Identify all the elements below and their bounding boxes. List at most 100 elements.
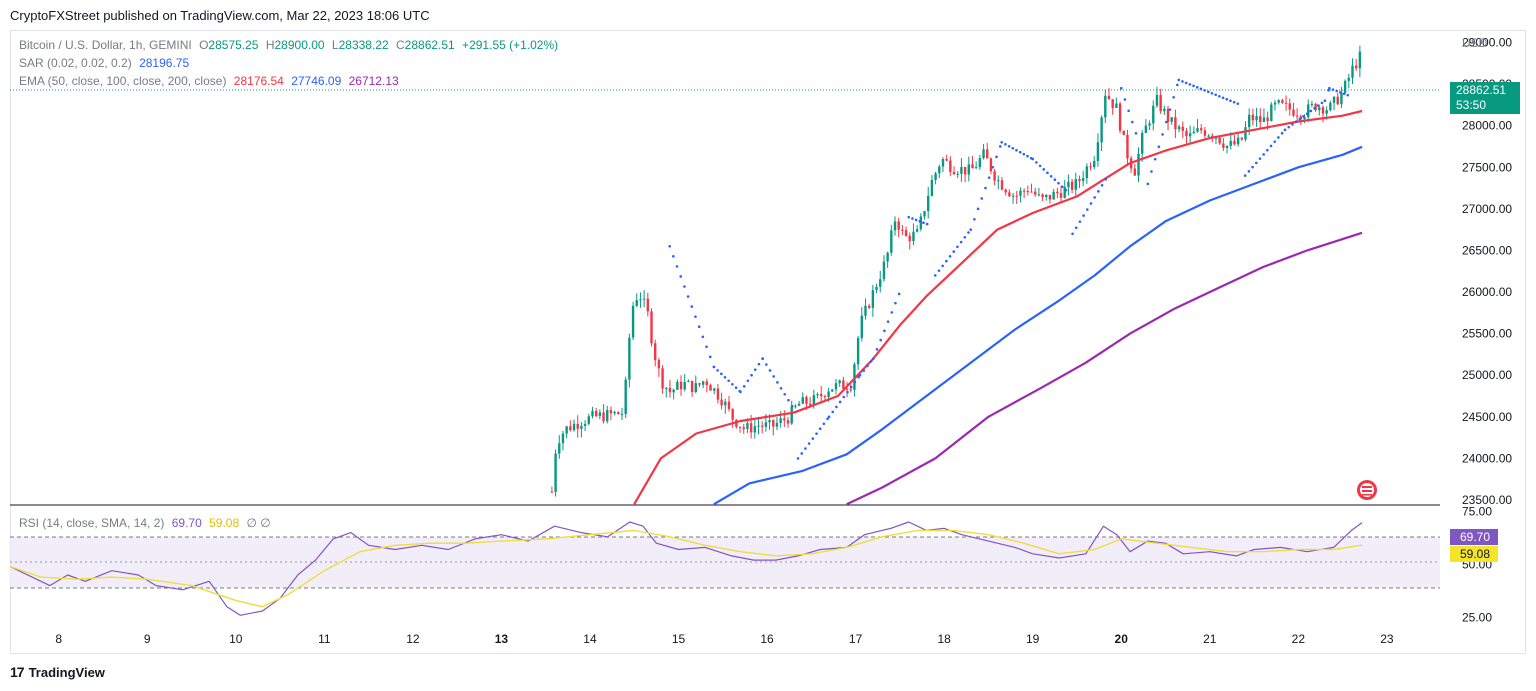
close-label: C [396, 38, 405, 52]
low-value: 28338.22 [338, 38, 389, 52]
candle-body [864, 305, 867, 316]
sar-dot [911, 217, 914, 220]
candle-body [1037, 194, 1041, 196]
candle-body [561, 433, 565, 444]
tradingview-logo[interactable]: 17 TradingView [10, 664, 105, 680]
sar-dot [1320, 101, 1324, 105]
sar-dot [757, 362, 761, 366]
candle-body [1292, 109, 1295, 116]
ema-label: EMA (50, close, 100, close, 200, close) [19, 74, 227, 88]
currency-label[interactable]: USD [1462, 36, 1488, 50]
sar-dot [1210, 91, 1214, 95]
candle-body [646, 298, 650, 312]
candle-body [665, 387, 668, 389]
candle-body [1019, 190, 1022, 196]
price-tick-label: 28000.00 [1462, 119, 1512, 133]
sar-dot [948, 255, 952, 258]
sar-dot [827, 415, 831, 419]
candle-body [986, 149, 989, 159]
candle-body [908, 235, 911, 242]
time-tick-label: 20 [1115, 632, 1129, 646]
sar-dot [1266, 148, 1269, 152]
sar-dot [826, 417, 829, 421]
candle-body [1251, 114, 1255, 121]
time-tick-label: 21 [1203, 632, 1217, 646]
sar-dot [1313, 106, 1316, 110]
sar-dot [772, 375, 775, 378]
candle-body [709, 385, 712, 391]
sar-dot [1038, 164, 1042, 168]
sar-dot [672, 255, 675, 258]
candle-body [941, 159, 945, 167]
chart-frame[interactable] [10, 30, 1526, 654]
candle-body [1148, 123, 1151, 126]
candle-body [768, 420, 771, 423]
sar-dot [1331, 88, 1335, 91]
main-legend[interactable]: Bitcoin / U.S. Dollar, 1h, GEMINI O28575… [19, 38, 562, 52]
time-tick-label: 9 [144, 632, 151, 646]
sar-dot [1078, 220, 1082, 223]
ema50-value: 28176.54 [233, 74, 284, 88]
sar-dot [866, 364, 869, 368]
sar-dot [1323, 99, 1327, 103]
sar-dot [956, 245, 959, 249]
candle-body [1111, 99, 1114, 108]
sar-dot [1214, 93, 1217, 97]
rsi-sma-line [9, 529, 1363, 608]
candle-body [1200, 128, 1203, 131]
candle-body [1078, 179, 1081, 181]
sar-dot [853, 380, 857, 384]
sar-dot [761, 357, 764, 360]
candle-body [1104, 95, 1107, 118]
sar-dot [1000, 141, 1004, 144]
candle-body [631, 305, 635, 338]
candle-body [628, 337, 631, 380]
candle-body [1314, 103, 1317, 111]
candle-body [1303, 117, 1306, 120]
candle-body [823, 396, 827, 398]
sar-dot [679, 275, 683, 278]
rsi-sma-tag: 59.08 [1450, 546, 1498, 562]
sar-dot [838, 400, 842, 404]
sar-dot [746, 379, 750, 383]
candle-body [1310, 103, 1314, 105]
us-flag-event-icon[interactable] [1357, 480, 1377, 500]
sar-dot [768, 369, 772, 372]
candle-body [1048, 194, 1052, 200]
candle-body [572, 423, 576, 431]
sar-dot [1277, 136, 1280, 139]
sar-dot [720, 372, 723, 376]
sar-dot [1015, 148, 1018, 152]
candle-body [834, 383, 838, 390]
candle-body [642, 298, 646, 300]
time-tick-label: 15 [672, 632, 686, 646]
candle-body [1255, 116, 1258, 121]
candle-body [1118, 103, 1122, 131]
rsi-legend[interactable]: RSI (14, close, SMA, 14, 2) 69.70 59.08 … [19, 516, 275, 530]
sar-dot [796, 457, 800, 460]
candle-body [624, 379, 627, 415]
candle-body [978, 158, 982, 168]
candle-body [1295, 115, 1299, 117]
sar-dot [712, 365, 716, 369]
sar-legend[interactable]: SAR (0.02, 0.02, 0.2) 28196.75 [19, 56, 193, 70]
candle-body [856, 338, 860, 365]
candle-body [1203, 130, 1207, 136]
candle-body [1052, 191, 1055, 200]
candle-body [812, 395, 816, 406]
candle-body [1022, 190, 1026, 192]
candle-body [1000, 180, 1004, 190]
sar-dot [1192, 84, 1195, 88]
sar-dot [1287, 125, 1291, 129]
candle-body [897, 221, 900, 230]
price-tick-label: 24000.00 [1462, 451, 1512, 465]
time-tick-label: 14 [583, 632, 597, 646]
sar-dot [1254, 161, 1258, 165]
candle-body [1307, 104, 1310, 118]
candle-body [963, 166, 967, 175]
time-tick-label: 16 [760, 632, 774, 646]
ema-legend[interactable]: EMA (50, close, 100, close, 200, close) … [19, 74, 403, 88]
candle-body [1281, 100, 1284, 103]
time-tick-label: 12 [406, 632, 420, 646]
